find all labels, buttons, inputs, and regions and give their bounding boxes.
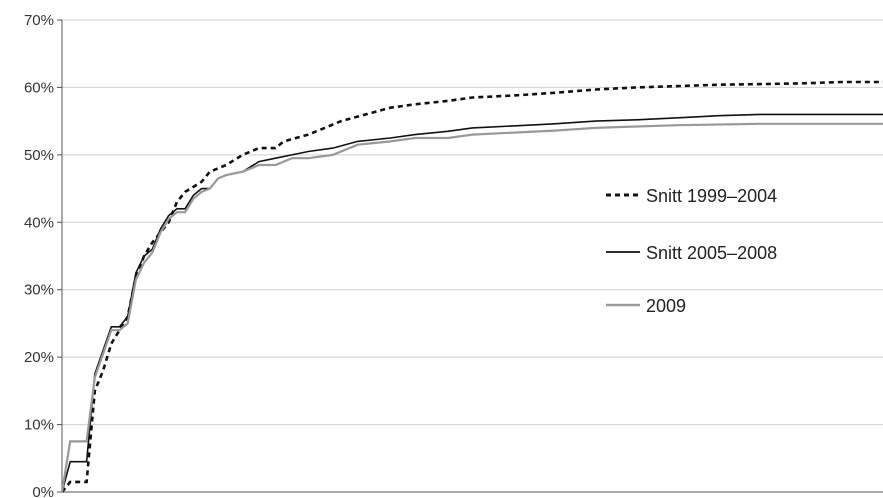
y-axis-ticks: 0% 10% 20% 30% 40% 50% 60% 70% [24, 12, 62, 498]
axes [61, 20, 883, 493]
legend: Snitt 1999–2004 Snitt 2005–2008 2009 [606, 186, 777, 316]
y-tick-label: 60% [24, 79, 54, 96]
legend-label-1: Snitt 2005–2008 [646, 243, 777, 263]
y-tick-label: 10% [24, 417, 54, 434]
y-tick-label: 20% [24, 349, 54, 366]
series-lines [60, 80, 883, 493]
y-tick-label: 50% [24, 147, 54, 164]
gridlines [62, 19, 883, 426]
y-tick-label: 30% [24, 282, 54, 299]
legend-label-2: 2009 [646, 296, 686, 316]
series-line-0 [60, 80, 883, 493]
y-tick-label: 0% [32, 484, 54, 498]
series-line-1 [61, 113, 883, 493]
series-line-2 [60, 122, 883, 493]
y-tick-label: 70% [24, 12, 54, 29]
y-tick-label: 40% [24, 214, 54, 231]
legend-label-0: Snitt 1999–2004 [646, 186, 777, 206]
